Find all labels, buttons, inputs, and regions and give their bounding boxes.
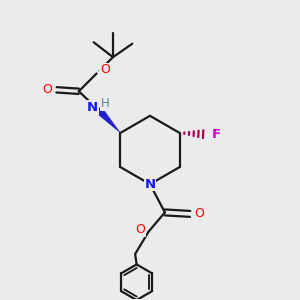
- Text: N: N: [144, 178, 156, 191]
- Text: F: F: [212, 128, 221, 141]
- Text: N: N: [87, 101, 98, 114]
- Text: O: O: [100, 63, 110, 76]
- Text: O: O: [195, 207, 205, 220]
- Polygon shape: [95, 106, 120, 133]
- Text: O: O: [135, 223, 145, 236]
- Text: O: O: [43, 83, 52, 96]
- Text: H: H: [101, 97, 110, 110]
